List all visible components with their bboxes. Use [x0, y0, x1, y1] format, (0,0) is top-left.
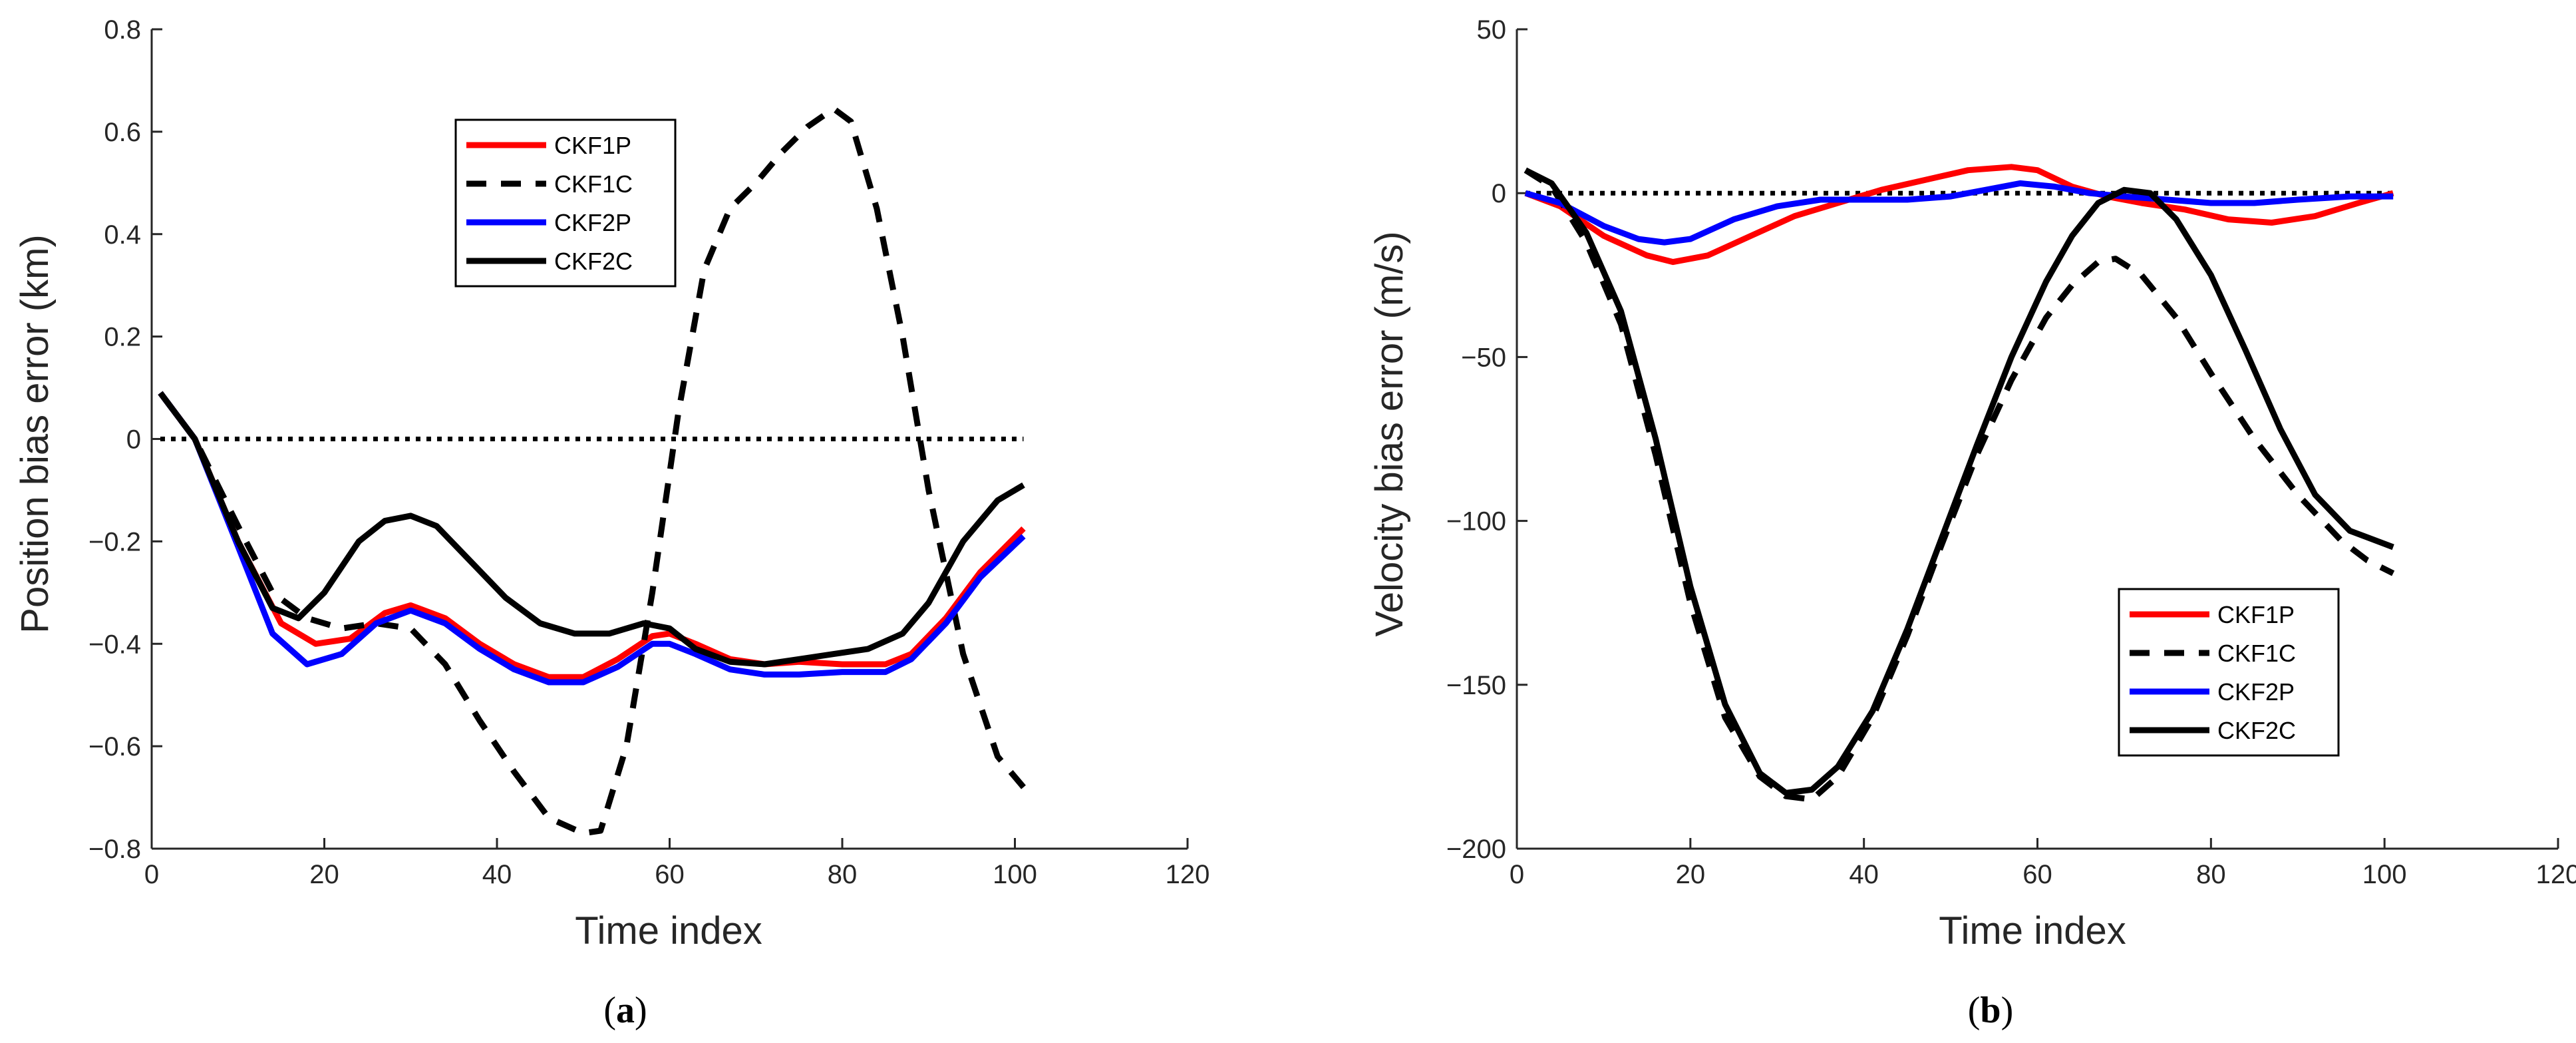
y-tick-label-b: 0 [1492, 179, 1506, 208]
x-tick-label-b: 120 [2536, 860, 2576, 889]
y-tick-label-a: 0.4 [104, 220, 141, 250]
y-tick-label-b: −150 [1446, 671, 1506, 700]
plot-lines-b [1524, 164, 2395, 803]
series-line-ckf2c-b [1524, 167, 2394, 796]
legend-b: CKF1P CKF1C CKF2P CKF2C [2118, 588, 2340, 757]
caption-a: (a) [603, 990, 647, 1031]
chart-panel-b: Velocity bias error (m/s) Time index 0 20… [1368, 15, 2576, 1031]
chart-panel-a: Position bias error (km) Time index 0 20 4… [13, 15, 1209, 1031]
x-axis-title-a: Time index [575, 909, 762, 952]
plot-lines-a [158, 105, 1026, 837]
x-tick-label-b: 20 [1676, 860, 1706, 889]
y-tick-label-a: −0.8 [88, 835, 141, 864]
y-tick-label-b: 50 [1477, 15, 1507, 45]
caption-b: (b) [1968, 990, 2013, 1031]
x-tick-label-a: 60 [655, 860, 685, 889]
series-line-ckf1c-a [158, 105, 1026, 837]
legend-label-ckf2p-a: CKF2P [554, 209, 631, 236]
y-tick-label-a: 0.6 [104, 118, 141, 147]
legend-label-ckf1c-a: CKF1C [554, 170, 633, 198]
axes-b [1516, 29, 2558, 850]
x-tick-label-b: 80 [2196, 860, 2226, 889]
y-axis-title-b: Velocity bias error (m/s) [1368, 231, 1411, 636]
ticks-a: 0 20 40 60 80 100 120 −0.8 −0.6 −0.4 −0.2 0 0.2 0.4 0.… [88, 15, 1209, 889]
x-tick-label-b: 40 [1849, 860, 1879, 889]
x-tick-label-a: 100 [993, 860, 1037, 889]
axes-a [150, 29, 1188, 850]
series-line-ckf2p-b [1524, 180, 2394, 246]
series-line-ckf1p-b [1524, 164, 2394, 266]
legend-a: CKF1P CKF1C CKF2P CKF2C [454, 118, 677, 288]
y-axis-title-a: Position bias error (km) [13, 234, 57, 633]
ticks-b: 0 20 40 60 80 100 120 −200 −150 −100 −50 0 50 [1446, 15, 2576, 889]
x-tick-label-a: 0 [144, 860, 159, 889]
legend-label-ckf2c-b: CKF2C [2217, 717, 2296, 744]
legend-label-ckf1p-b: CKF1P [2217, 601, 2295, 628]
legend-label-ckf2p-b: CKF2P [2217, 678, 2295, 706]
x-tick-label-b: 100 [2362, 860, 2407, 889]
y-tick-label-a: −0.2 [88, 527, 141, 556]
x-tick-label-b: 60 [2022, 860, 2052, 889]
series-line-ckf1p-a [158, 391, 1026, 680]
y-tick-label-b: −100 [1446, 507, 1506, 536]
x-tick-label-a: 20 [309, 860, 339, 889]
y-tick-label-b: −200 [1446, 835, 1506, 864]
series-line-ckf2p-a [158, 391, 1026, 686]
legend-label-ckf2c-a: CKF2C [554, 248, 633, 275]
x-tick-label-b: 0 [1510, 860, 1524, 889]
x-tick-label-a: 80 [828, 860, 858, 889]
y-tick-label-a: −0.4 [88, 630, 141, 659]
y-tick-label-a: 0.2 [104, 323, 141, 352]
y-tick-label-a: 0.8 [104, 15, 141, 45]
legend-label-ckf1c-b: CKF1C [2217, 640, 2296, 667]
caption-a-letter: a [616, 990, 635, 1031]
series-line-ckf2c-a [158, 391, 1025, 668]
y-tick-label-a: 0 [126, 425, 141, 455]
x-tick-label-a: 40 [482, 860, 512, 889]
legend-label-ckf1p-a: CKF1P [554, 132, 631, 159]
y-tick-label-a: −0.6 [88, 732, 141, 761]
caption-b-letter: b [1980, 990, 2001, 1031]
y-tick-label-b: −50 [1461, 343, 1506, 372]
x-axis-title-b: Time index [1939, 909, 2126, 952]
x-tick-label-a: 120 [1166, 860, 1210, 889]
